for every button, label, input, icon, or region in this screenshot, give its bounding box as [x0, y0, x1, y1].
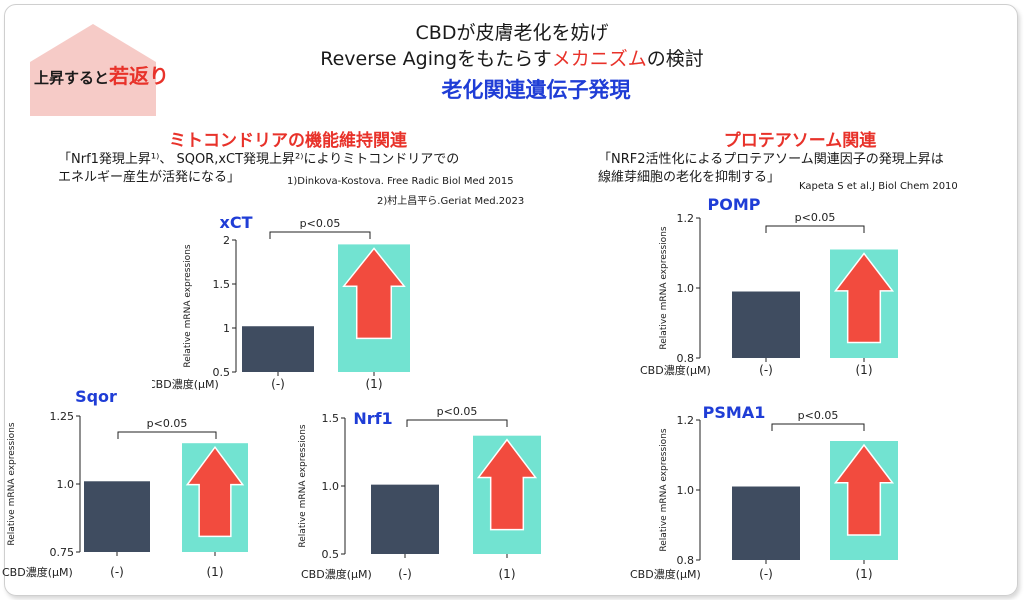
x-category-label: (-): [759, 363, 773, 377]
bar-control: [732, 291, 800, 358]
y-tick-label: 0.8: [677, 554, 695, 567]
x-category-label: (1): [207, 565, 224, 579]
x-axis-label: CBD濃度(μM): [2, 565, 73, 579]
x-axis-label: CBD濃度(μM): [640, 363, 711, 377]
mitochondria-ref-2: 2)村上昌平ら.Geriat Med.2023: [377, 196, 525, 207]
y-tick-label: 1.0: [677, 282, 695, 295]
up-arrow-icon: [833, 252, 895, 344]
y-tick-label: 0.8: [677, 352, 695, 365]
significance-bracket: [117, 431, 217, 439]
y-tick-label: 1.5: [213, 278, 231, 291]
p-value-label: p<0.05: [798, 409, 839, 422]
x-category-label: (-): [398, 567, 412, 581]
chart-title: Sqor: [75, 388, 117, 406]
y-tick-label: 1.5: [322, 412, 340, 425]
rejuvenation-badge: 上昇すると若返り: [34, 60, 169, 89]
chart-pomp: 0.8 1.0 1.2 Relative mRNA expressions (-) (1)…: [640, 196, 898, 377]
mitochondria-quote-line-1: 「Nrf1発現上昇¹⁾、 SQOR,xCT発現上昇²⁾によりミトコンドリアでの: [58, 152, 460, 167]
p-value-label: p<0.05: [147, 417, 188, 430]
y-axis-label: Relative mRNA expressions: [298, 424, 308, 547]
proteasome-ref: Kapeta S et al.J Biol Chem 2010: [799, 181, 958, 192]
up-arrow-icon: [476, 438, 538, 531]
x-category-label: (1): [856, 363, 873, 377]
up-arrow-icon: [833, 443, 895, 536]
significance-bracket: [406, 419, 508, 427]
chart-psma1: 0.8 1.0 1.2 Relative mRNA expressions (-) (1)…: [630, 403, 898, 581]
y-tick-label: 1.0: [57, 478, 75, 491]
chart-title: xCT: [220, 213, 253, 232]
up-arrow-icon: [185, 445, 245, 538]
bar-control: [242, 326, 314, 372]
y-axis-label: Relative mRNA expressions: [659, 226, 669, 349]
badge-prefix: 上昇すると: [34, 69, 110, 87]
y-tick-label: 2: [223, 234, 230, 247]
y-tick-label: 0.5: [213, 366, 231, 379]
up-arrow-icon: [342, 247, 406, 340]
y-tick-label: 1: [223, 322, 230, 335]
chart-title: Nrf1: [353, 409, 392, 428]
y-axis-label: Relative mRNA expressions: [7, 422, 17, 545]
proteasome-heading: プロテアソーム関連: [723, 131, 877, 151]
x-axis-label: CBD濃度(μM): [630, 567, 701, 581]
chart-nrf1: 0.5 1.0 1.5 Relative mRNA expressions (-) (1)…: [298, 405, 541, 581]
y-tick-label: 1.2: [677, 212, 695, 225]
chart-title: POMP: [708, 196, 761, 214]
y-tick-label: 1.0: [322, 480, 340, 493]
y-tick-label: 1.25: [50, 410, 75, 423]
proteasome-quote-line-1: 「NRF2活性化によるプロテアソーム関連因子の発現上昇は: [598, 152, 944, 167]
house-shape-icon: [30, 24, 156, 116]
mitochondria-ref-1: 1)Dinkova-Kostova. Free Radic Biol Med 2…: [287, 176, 514, 187]
y-tick-label: 1.0: [677, 484, 695, 497]
slide-frame: [4, 4, 1018, 596]
title-line-3: 老化関連遺伝子発現: [441, 78, 631, 102]
proteasome-quote-line-2: 線維芽細胞の老化を抑制する」: [598, 170, 781, 185]
p-value-label: p<0.05: [437, 405, 478, 418]
y-axis-label: Relative mRNA expressions: [659, 428, 669, 551]
title-line-2: Reverse Agingをもたらすメカニズムの検討: [320, 44, 704, 71]
badge-highlight: 若返り: [109, 64, 170, 88]
mitochondria-quote-line-2: エネルギー産生が活発になる」: [58, 170, 241, 185]
y-tick-label: 0.75: [50, 546, 75, 559]
title-line-2-after: の検討: [646, 48, 704, 70]
x-category-label: (-): [759, 567, 773, 581]
x-category-label: (1): [366, 377, 383, 391]
title-line-2-before: Reverse Agingをもたらす: [320, 48, 552, 70]
title-line-1: CBDが皮膚老化を妨げ: [415, 22, 609, 44]
mitochondria-heading: ミトコンドリアの機能維持関連: [169, 131, 407, 151]
y-tick-label: 0.5: [322, 548, 340, 561]
significance-bracket: [771, 423, 865, 431]
p-value-label: p<0.05: [300, 217, 341, 230]
chart-sqor: 0.75 1.0 1.25 Relative mRNA expressions (-) (…: [2, 388, 248, 579]
x-category-label: (1): [499, 567, 516, 581]
title-line-2-highlight: メカニズム: [551, 48, 647, 70]
y-axis-label: Relative mRNA expressions: [183, 244, 193, 367]
bar-control: [732, 486, 800, 560]
chart-title: PSMA1: [703, 403, 766, 422]
bar-control: [84, 481, 150, 552]
x-axis-label: CBD濃度(μM): [152, 377, 219, 391]
x-category-label: (-): [271, 377, 285, 391]
y-tick-label: 1.2: [677, 414, 695, 427]
x-axis-label: CBD濃度(μM): [301, 567, 372, 581]
x-category-label: (-): [110, 565, 124, 579]
significance-bracket: [269, 231, 371, 239]
x-category-label: (1): [856, 567, 873, 581]
p-value-label: p<0.05: [795, 211, 836, 224]
significance-bracket: [765, 225, 865, 233]
bar-control: [371, 484, 439, 554]
chart-xct: 0.5 1 1.5 2 Relative mRNA expressions (-) (1) p…: [152, 213, 410, 391]
